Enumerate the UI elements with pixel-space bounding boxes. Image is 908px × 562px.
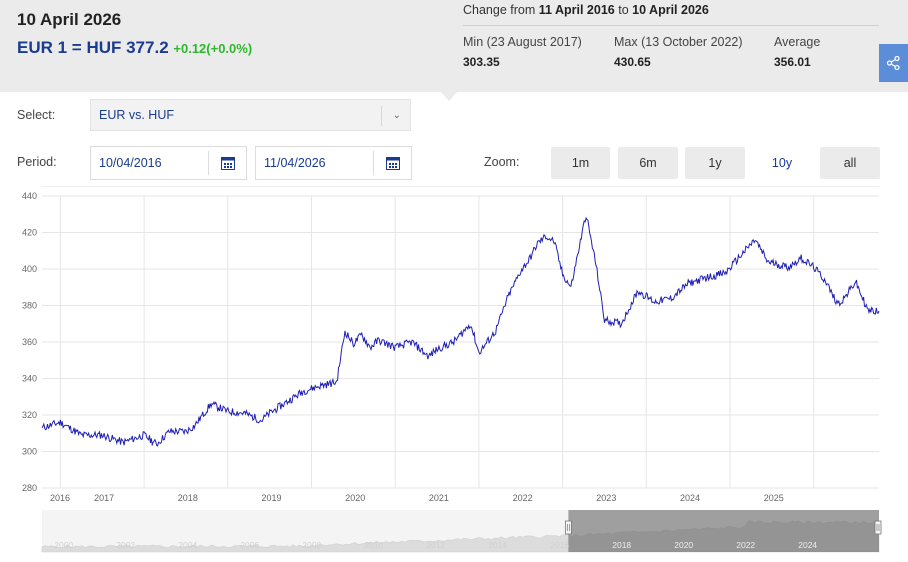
max-stat: Max (13 October 2022) 430.65 (614, 35, 743, 69)
zoom-label: Zoom: (484, 155, 520, 169)
x-tick-label: 2019 (261, 493, 281, 503)
max-label: Max (13 October 2022) (614, 35, 743, 49)
select-separator (381, 106, 382, 126)
period-label: Period: (17, 155, 57, 169)
x-tick-label: 2021 (429, 493, 449, 503)
average-label: Average (774, 35, 821, 49)
max-value: 430.65 (614, 55, 651, 69)
y-tick-label: 360 (22, 337, 37, 347)
x-tick-label: 2016 (50, 493, 70, 503)
navigator-tick-label: 2012 (426, 540, 445, 550)
zoom-10y-button[interactable]: 10y (771, 156, 793, 170)
zoom-6m-button[interactable]: 6m (618, 147, 678, 179)
y-tick-label: 320 (22, 410, 37, 420)
change-range: Change from 11 April 2016 to 10 April 20… (463, 3, 709, 17)
x-tick-label: 2025 (764, 493, 784, 503)
average-stat: Average 356.01 (774, 35, 820, 69)
range-to: 10 April 2026 (632, 3, 709, 17)
range-navigator[interactable]: 2000 2002 2004 2006 2008 2010 2012 2014 2016 2018… (0, 508, 908, 562)
x-tick-label: 2024 (680, 493, 700, 503)
summary-notch (440, 91, 458, 101)
zoom-1y-button[interactable]: 1y (685, 147, 745, 179)
exchange-rate-chart: 280 300 320 340 360 380 400 420 440 2016 2017 2018 2… (22, 186, 880, 503)
y-tick-label: 280 (22, 483, 37, 493)
y-tick-label: 400 (22, 264, 37, 274)
y-tick-label: 300 (22, 447, 37, 457)
currency-pair-select[interactable]: EUR vs. HUF ⌄ (90, 99, 411, 131)
exchange-rate: EUR 1 = HUF 377.2 +0.12(+0.0%) (17, 38, 252, 58)
y-tick-label: 420 (22, 228, 37, 238)
x-tick-label: 2023 (596, 493, 616, 503)
navigator-tick-label: 2018 (612, 540, 631, 550)
navigator-tick-label: 2022 (736, 540, 755, 550)
min-stat: Min (23 August 2017) 303.35 (463, 35, 582, 69)
average-value: 356.01 (774, 55, 811, 69)
summary-divider (463, 25, 879, 26)
rate-change: +0.12(+0.0%) (173, 41, 253, 56)
share-icon (887, 56, 900, 70)
y-tick-label: 340 (22, 374, 37, 384)
x-tick-label: 2018 (178, 493, 198, 503)
rate-value: EUR 1 = HUF 377.2 (17, 38, 169, 57)
navigator-tick-label: 2024 (798, 540, 817, 550)
navigator-selection (568, 510, 879, 552)
period-to-value: 11/04/2026 (264, 156, 326, 170)
chevron-down-icon: ⌄ (392, 110, 401, 121)
zoom-all-button[interactable]: all (820, 147, 880, 179)
navigator-handle[interactable] (564, 520, 572, 535)
eur-huf-series-line (41, 216, 880, 447)
range-from: 11 April 2016 (538, 3, 615, 17)
navigator-tick-label: 2014 (488, 540, 507, 550)
share-button[interactable] (879, 44, 908, 82)
period-from-value: 10/04/2016 (99, 156, 162, 170)
calendar-icon[interactable] (386, 156, 400, 170)
range-prefix: Change from (463, 3, 536, 17)
navigator-tick-label: 2000 (54, 540, 73, 550)
min-label: Min (23 August 2017) (463, 35, 582, 49)
field-separator (373, 151, 374, 175)
navigator-handle[interactable] (874, 520, 882, 535)
navigator-tick-label: 2002 (116, 540, 135, 550)
min-value: 303.35 (463, 55, 500, 69)
quote-date: 10 April 2026 (17, 10, 122, 29)
navigator-tick-label: 2008 (302, 540, 321, 550)
y-tick-label: 440 (22, 191, 37, 201)
x-tick-label: 2022 (513, 493, 533, 503)
summary-bar: 10 April 2026 EUR 1 = HUF 377.2 +0.12(+0… (0, 0, 908, 92)
navigator-tick-label: 2004 (178, 540, 197, 550)
range-to-word: to (618, 3, 629, 17)
x-tick-label: 2017 (94, 493, 114, 503)
navigator-tick-label: 2006 (240, 540, 259, 550)
currency-pair-value: EUR vs. HUF (99, 108, 174, 122)
select-label: Select: (17, 108, 56, 122)
navigator-tick-label: 2016 (550, 540, 569, 550)
zoom-1m-button[interactable]: 1m (551, 147, 610, 179)
field-separator (208, 151, 209, 175)
navigator-tick-label: 2010 (364, 540, 383, 550)
navigator-tick-label: 2020 (674, 540, 693, 550)
y-tick-label: 380 (22, 301, 37, 311)
calendar-icon[interactable] (221, 156, 235, 170)
period-to-field[interactable]: 11/04/2026 (255, 146, 412, 180)
period-from-field[interactable]: 10/04/2016 (90, 146, 247, 180)
x-tick-label: 2020 (345, 493, 365, 503)
